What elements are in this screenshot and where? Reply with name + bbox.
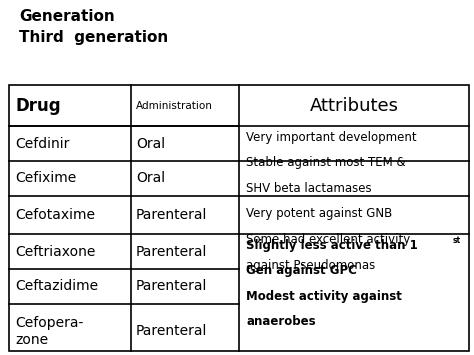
Text: Slightly less active than 1: Slightly less active than 1 xyxy=(246,239,418,252)
Text: Parenteral: Parenteral xyxy=(136,279,208,293)
Text: Cefixime: Cefixime xyxy=(15,171,76,185)
Text: Oral: Oral xyxy=(136,137,165,151)
Text: Parenteral: Parenteral xyxy=(136,324,208,338)
Text: Cefopera-
zone: Cefopera- zone xyxy=(15,316,83,346)
Text: Generation: Generation xyxy=(19,9,115,24)
Text: Drug: Drug xyxy=(15,97,61,115)
Text: Ceftriaxone: Ceftriaxone xyxy=(15,245,96,258)
Text: Parenteral: Parenteral xyxy=(136,208,208,222)
Text: SHV beta lactamases: SHV beta lactamases xyxy=(246,182,372,195)
Text: Attributes: Attributes xyxy=(310,97,399,115)
Text: against Pseudomonas: against Pseudomonas xyxy=(246,258,376,272)
Text: st: st xyxy=(453,236,461,245)
Text: Some had excellent activity: Some had excellent activity xyxy=(246,233,411,246)
Text: Parenteral: Parenteral xyxy=(136,245,208,258)
Text: anaerobes: anaerobes xyxy=(246,315,316,328)
Text: Third  generation: Third generation xyxy=(19,30,168,45)
Text: Very important development: Very important development xyxy=(246,131,417,144)
Text: Cefotaxime: Cefotaxime xyxy=(15,208,95,222)
Text: Modest activity against: Modest activity against xyxy=(246,290,402,303)
Text: Administration: Administration xyxy=(136,101,213,111)
Text: Stable against most TEM &: Stable against most TEM & xyxy=(246,156,406,169)
Text: Oral: Oral xyxy=(136,171,165,185)
Text: Very potent against GNB: Very potent against GNB xyxy=(246,207,393,220)
Text: Cefdinir: Cefdinir xyxy=(15,137,70,151)
Bar xyxy=(9,85,469,351)
Text: Ceftazidime: Ceftazidime xyxy=(15,279,98,293)
Text: Gen against GPC: Gen against GPC xyxy=(246,264,357,277)
